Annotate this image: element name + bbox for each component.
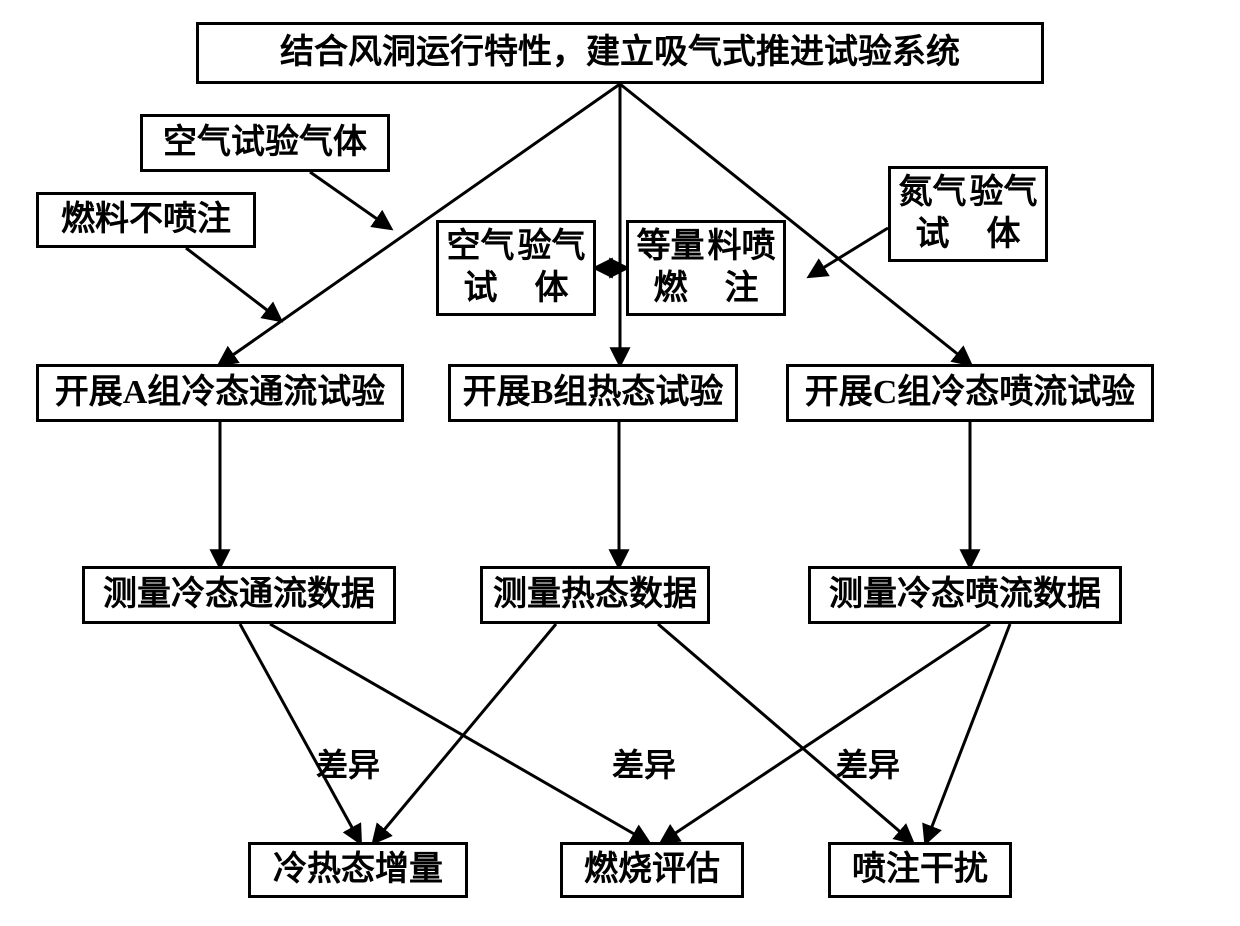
edge [658,624,912,842]
edge-label: 差异 [836,740,900,786]
node-eqfuel: 等量燃料喷注 [626,220,786,316]
node-outHot: 冷热态增量 [248,842,468,898]
node-airtest: 空气试验气体 [140,114,390,172]
edge-label: 差异 [612,740,676,786]
edge [662,624,990,842]
node-measA: 测量冷态通流数据 [82,566,396,624]
node-testC: 开展C组冷态喷流试验 [786,364,1154,422]
edge [270,624,648,842]
edge [186,248,280,320]
node-nofuel: 燃料不喷注 [36,192,256,248]
node-root: 结合风洞运行特性，建立吸气式推进试验系统 [196,22,1044,84]
edge [926,624,1010,842]
edge-label: 差异 [316,740,380,786]
node-n2test: 氮气试验气体 [888,166,1048,262]
edge [240,624,360,842]
flowchart-canvas: 结合风洞运行特性，建立吸气式推进试验系统空气试验气体燃料不喷注空气试验气体等量燃… [0,0,1240,926]
edge [374,624,556,842]
node-outInj: 喷注干扰 [828,842,1012,898]
node-measB: 测量热态数据 [480,566,710,624]
node-airtest2: 空气试验气体 [436,220,596,316]
edge [810,228,888,276]
node-measC: 测量冷态喷流数据 [808,566,1122,624]
node-testB: 开展B组热态试验 [448,364,738,422]
node-outBurn: 燃烧评估 [560,842,744,898]
edge [310,172,390,228]
node-testA: 开展A组冷态通流试验 [36,364,404,422]
